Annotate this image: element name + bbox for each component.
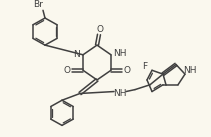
Text: N: N (73, 50, 80, 59)
Text: Br: Br (33, 0, 43, 9)
Text: O: O (96, 25, 104, 34)
Text: O: O (64, 66, 70, 75)
Text: F: F (142, 62, 147, 71)
Text: O: O (123, 66, 130, 75)
Text: NH: NH (183, 66, 197, 75)
Text: NH: NH (113, 89, 127, 98)
Text: NH: NH (113, 49, 127, 58)
